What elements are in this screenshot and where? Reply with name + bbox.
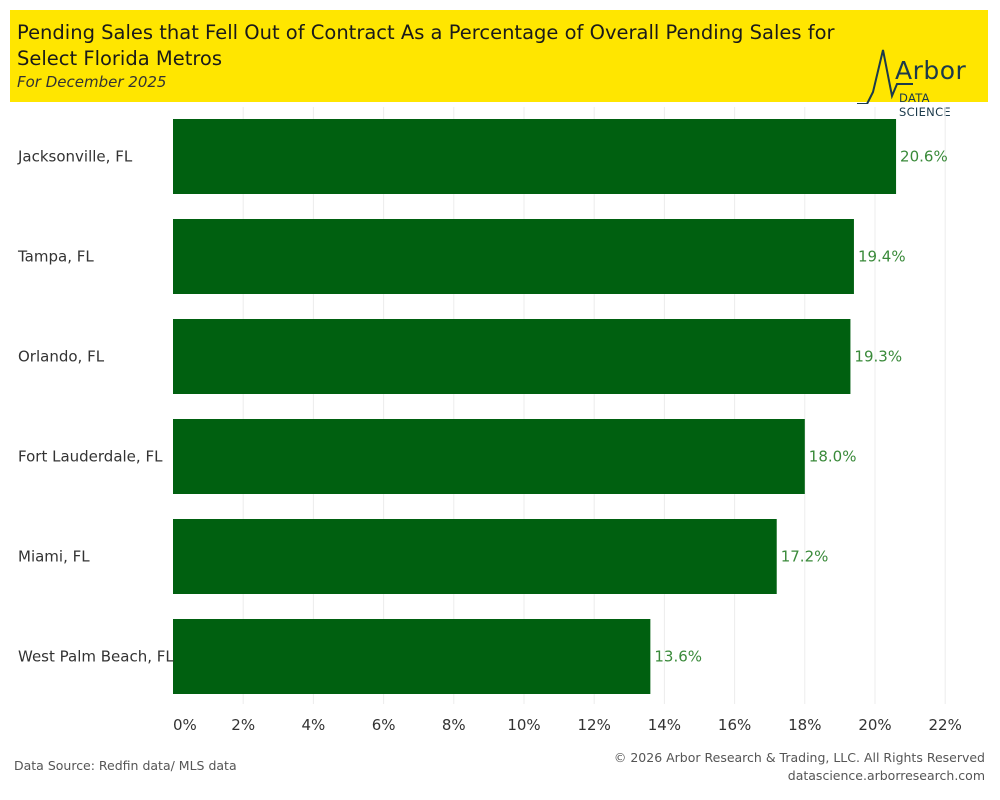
category-label-4: Miami, FL <box>18 548 90 566</box>
category-label-3: Fort Lauderdale, FL <box>18 448 163 466</box>
bar-2 <box>173 319 851 394</box>
value-label-5: 13.6% <box>654 648 702 666</box>
footer-credits: © 2026 Arbor Research & Trading, LLC. Al… <box>614 749 985 785</box>
x-tick-label-3: 6% <box>372 716 396 734</box>
website-link[interactable]: datascience.arborresearch.com <box>787 768 985 783</box>
x-tick-label-5: 10% <box>507 716 540 734</box>
logo-tagline: DATA SCIENCE <box>899 91 951 119</box>
category-label-0: Jacksonville, FL <box>17 148 133 166</box>
x-tick-label-1: 2% <box>231 716 255 734</box>
logo-wordmark: Arbor <box>895 56 967 85</box>
chart-subtitle: For December 2025 <box>17 73 167 91</box>
category-label-1: Tampa, FL <box>17 248 94 266</box>
x-tick-label-4: 8% <box>442 716 466 734</box>
data-source: Data Source: Redfin data/ MLS data <box>14 758 237 773</box>
bar-1 <box>173 219 854 294</box>
copyright-text: © 2026 Arbor Research & Trading, LLC. Al… <box>613 750 985 765</box>
arbor-logo-mark-icon <box>857 49 913 104</box>
category-label-2: Orlando, FL <box>18 348 105 366</box>
x-tick-label-7: 14% <box>648 716 681 734</box>
value-label-0: 20.6% <box>900 148 948 166</box>
x-tick-label-8: 16% <box>718 716 751 734</box>
x-tick-label-10: 20% <box>858 716 891 734</box>
bar-4 <box>173 519 777 594</box>
x-tick-label-0: 0% <box>173 716 197 734</box>
value-label-4: 17.2% <box>781 548 829 566</box>
arbor-logo: Arbor DATA SCIENCE <box>855 44 985 119</box>
bar-3 <box>173 419 805 494</box>
x-tick-label-11: 22% <box>929 716 962 734</box>
chart-title: Pending Sales that Fell Out of Contract … <box>17 21 835 70</box>
chart-header: Pending Sales that Fell Out of Contract … <box>10 10 988 119</box>
value-label-3: 18.0% <box>809 448 857 466</box>
category-label-5: West Palm Beach, FL <box>18 648 174 666</box>
bar-0 <box>173 119 897 194</box>
value-label-2: 19.3% <box>854 348 902 366</box>
x-tick-label-6: 12% <box>578 716 611 734</box>
bar-5 <box>173 619 651 694</box>
value-label-1: 19.4% <box>858 248 906 266</box>
x-tick-label-2: 4% <box>302 716 326 734</box>
x-tick-label-9: 18% <box>788 716 821 734</box>
